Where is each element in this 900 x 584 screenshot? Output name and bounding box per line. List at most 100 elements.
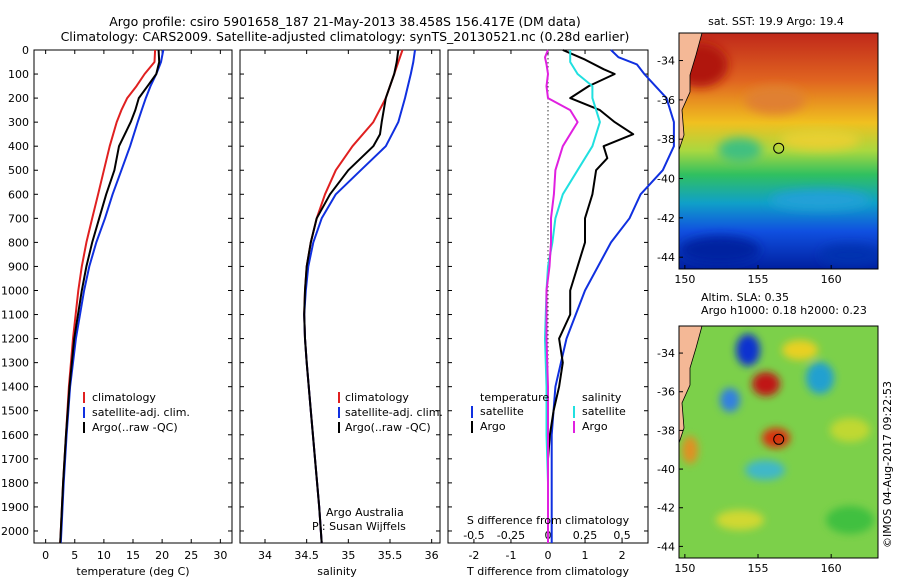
difference-x-tick-label: 1: [582, 549, 589, 562]
temperature-legend-argo: Argo(..raw -QC): [92, 421, 178, 434]
sla-low-1: [736, 334, 760, 366]
depth-tick-label: 1900: [1, 501, 29, 514]
temperature-x-tick-label: 30: [213, 549, 227, 562]
temperature-axis-label: temperature (deg C): [76, 565, 189, 578]
sst-lat-label: -40: [657, 173, 675, 186]
sla-lat-label: -36: [657, 386, 675, 399]
sst-cold-patch-2: [820, 245, 878, 265]
sst-lon-label: 155: [748, 273, 769, 286]
depth-tick-label: 1500: [1, 405, 29, 418]
legend-s-argo: Argo: [582, 420, 608, 433]
salinity-x-tick-label: 34: [258, 549, 272, 562]
salinity-x-tick-label: 34.5: [294, 549, 319, 562]
sst-lat-label: -42: [657, 212, 675, 225]
sla-lat-label: -40: [657, 463, 675, 476]
sst-lon-label: 160: [821, 273, 842, 286]
difference-x-tick-label: 0: [545, 549, 552, 562]
depth-tick-label: 1800: [1, 477, 29, 490]
difference-line-s-argo: [544, 49, 579, 543]
depth-tick-label: 2000: [1, 525, 29, 538]
temperature-legend-climatology: climatology: [92, 391, 156, 404]
temperature-x-tick-label: 15: [126, 549, 140, 562]
sla-high-3: [682, 436, 698, 464]
salinity-legend: climatology satellite-adj. clim. Argo(..…: [338, 391, 443, 434]
sst-lon-label: 150: [674, 273, 695, 286]
sst-lat-label: -38: [657, 133, 675, 146]
difference-s-tick-label: -0.5: [463, 529, 484, 542]
sla-lat-label: -38: [657, 424, 675, 437]
salinity-line-argo: [303, 49, 400, 544]
sst-land: [679, 33, 703, 151]
temperature-panel: 0100200300400500600700800900100011001200…: [1, 44, 233, 578]
sst-map-frame: [678, 32, 879, 270]
difference-line-t-satellite: [550, 49, 675, 543]
s-difference-axis-label: S difference from climatology: [467, 514, 630, 527]
sst-lat-label: -44: [657, 251, 675, 264]
difference-legend: temperature satellite Argo salinity sate…: [471, 391, 626, 433]
sla-lon-label: 150: [674, 562, 695, 575]
depth-tick-label: 900: [8, 260, 29, 273]
salinity-x-tick-label: 36: [425, 549, 439, 562]
difference-s-tick-label: 0.5: [613, 529, 631, 542]
temperature-x-tick-label: 25: [184, 549, 198, 562]
sla-lon-label: 155: [748, 562, 769, 575]
sst-cold-patch: [680, 236, 760, 264]
difference-x-tick-label: -1: [505, 549, 516, 562]
depth-tick-label: 1400: [1, 381, 29, 394]
sst-cyan-band: [770, 190, 870, 210]
difference-s-tick-label: 0.25: [573, 529, 598, 542]
sla-yellow-2: [830, 418, 870, 442]
difference-line-s-satellite: [544, 50, 601, 543]
difference-panel: -2 -1 0 1 2-0.5 -0.25 0 0.25 0.5 S difference fr…: [447, 49, 675, 578]
depth-tick-label: 1200: [1, 333, 29, 346]
depth-tick-label: 1100: [1, 309, 29, 322]
figure-title-line1: Argo profile: csiro 5901658_187 21-May-2…: [109, 14, 581, 29]
temperature-legend: climatology satellite-adj. clim. Argo(..…: [83, 391, 190, 434]
sla-low-2: [720, 388, 740, 412]
depth-tick-label: 600: [8, 188, 29, 201]
sla-yellow-3: [716, 510, 764, 530]
temperature-x-tick-label: 0: [42, 549, 49, 562]
sla-argo-marker: [773, 433, 785, 445]
sla-lat-label: -42: [657, 502, 675, 515]
salinity-annotation-institution: Argo Australia: [326, 506, 404, 519]
sla-green-1: [826, 506, 874, 534]
sst-cool-eddy: [718, 138, 762, 162]
difference-x-tick-label: -2: [468, 549, 479, 562]
t-difference-axis-label: T difference from climatology: [466, 565, 629, 578]
salinity-legend-climatology: climatology: [345, 391, 409, 404]
depth-tick-label: 200: [8, 92, 29, 105]
sst-yellow-band: [780, 130, 860, 150]
difference-x-tick-label: 2: [619, 549, 626, 562]
depth-tick-label: 1000: [1, 284, 29, 297]
sst-lat-label: -34: [657, 55, 675, 68]
difference-s-tick-label: -0.25: [497, 529, 525, 542]
sla-high-2: [762, 428, 790, 448]
salinity-axis-label: salinity: [317, 565, 357, 578]
sla-lon-label: 160: [821, 562, 842, 575]
salinity-legend-argo: Argo(..raw -QC): [345, 421, 431, 434]
salinity-panel: 34 34.5 35 35.5 36 salinity climatology sate…: [239, 49, 443, 578]
sla-map-frame: [678, 325, 879, 559]
sst-argo-marker: [773, 142, 785, 154]
sla-land: [679, 326, 703, 444]
sla-map-title-line1: Altim. SLA: 0.35: [701, 291, 789, 304]
salinity-x-tick-label: 35: [341, 549, 355, 562]
depth-tick-label: 1300: [1, 357, 29, 370]
temperature-plot-frame: [33, 49, 233, 544]
depth-tick-label: 1600: [1, 429, 29, 442]
salinity-plot-frame: [239, 49, 441, 544]
depth-tick-label: 100: [8, 68, 29, 81]
temperature-x-tick-label: 20: [155, 549, 169, 562]
legend-salinity-title: salinity: [582, 391, 622, 404]
sla-low-4: [745, 460, 785, 480]
imos-stamp: ©IMOS 04-Aug-2017 09:22:53: [881, 381, 894, 548]
salinity-legend-satellite: satellite-adj. clim.: [345, 406, 443, 419]
sla-map: Altim. SLA: 0.35 Argo h1000: 0.18 h2000:…: [657, 291, 879, 575]
depth-tick-label: 300: [8, 116, 29, 129]
sla-map-title-line2: Argo h1000: 0.18 h2000: 0.23: [701, 304, 867, 317]
sst-warm-patch: [745, 86, 805, 114]
legend-temperature-title: temperature: [480, 391, 549, 404]
depth-tick-label: 1700: [1, 453, 29, 466]
